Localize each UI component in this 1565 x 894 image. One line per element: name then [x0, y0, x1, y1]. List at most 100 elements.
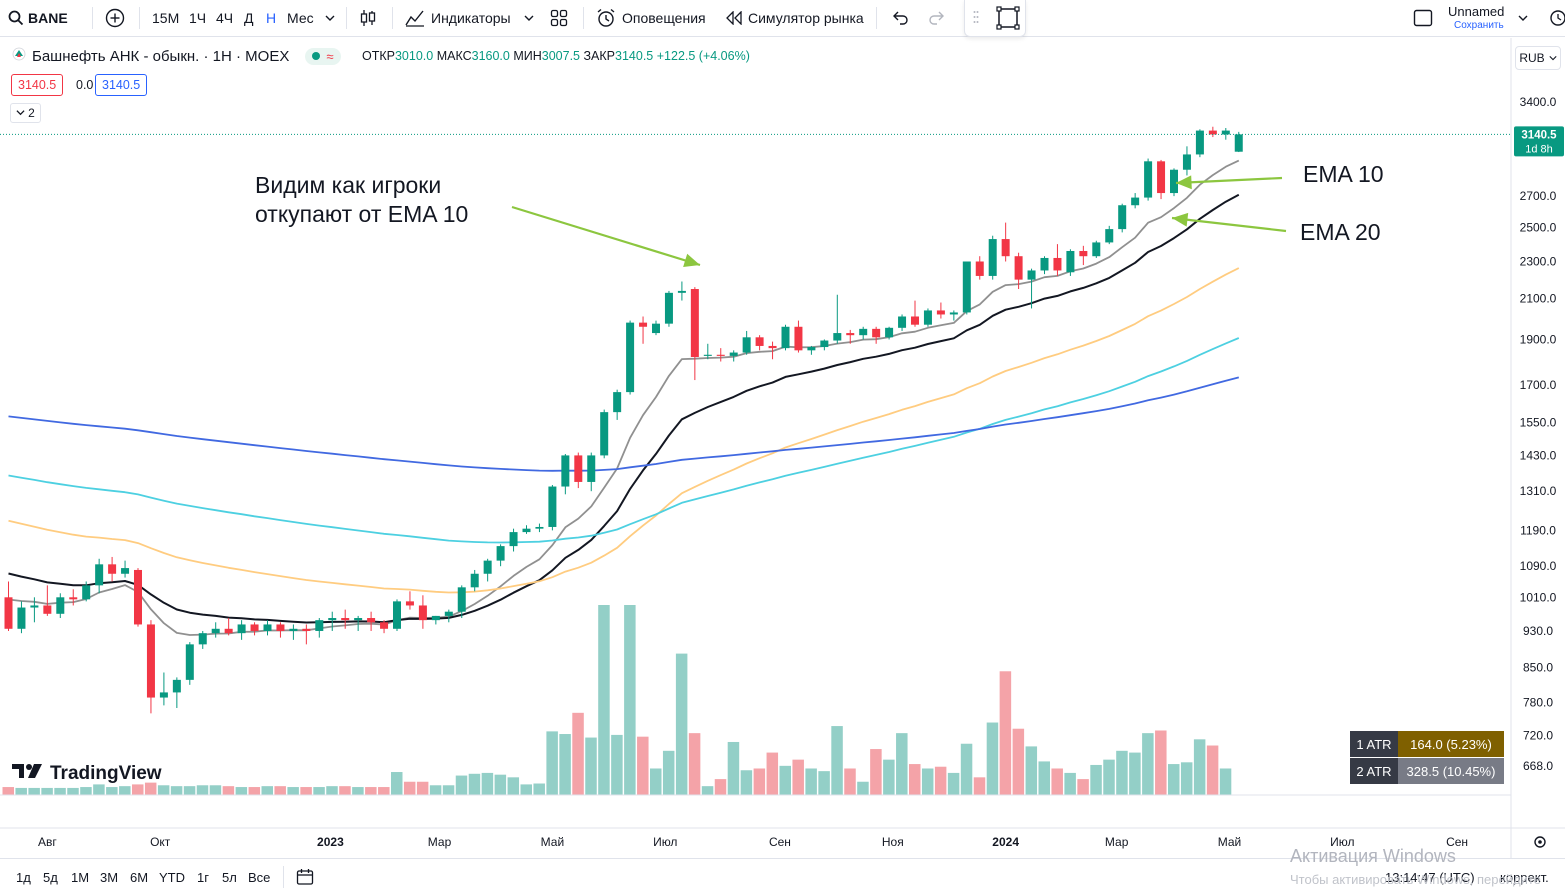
range-3m[interactable]: 3М — [100, 870, 119, 885]
price-tick-label: 1550.0 — [1520, 416, 1557, 430]
quick-search-button[interactable] — [1549, 0, 1565, 36]
redo-button[interactable] — [928, 0, 946, 36]
candle-body — [898, 316, 907, 328]
layout-name[interactable]: Unnamed — [1448, 4, 1505, 19]
adjustment-toggle[interactable]: коррект. — [1500, 870, 1549, 885]
time-tick-label: 2023 — [317, 835, 344, 849]
volume-bar — [326, 786, 338, 795]
range-1d[interactable]: 1д — [16, 870, 31, 885]
interval-1h[interactable]: 1Ч — [189, 10, 207, 26]
interval-day[interactable]: Д — [244, 10, 254, 26]
templates-button[interactable] — [550, 0, 568, 36]
candle-body — [962, 261, 971, 313]
countdown-label: 1d 8h — [1525, 143, 1553, 155]
annotation-ema10[interactable]: EMA 10 — [1303, 161, 1384, 187]
tradingview-logo[interactable]: TradingView — [12, 762, 162, 786]
annotation-ema20[interactable]: EMA 20 — [1300, 219, 1381, 245]
candle-body — [1118, 205, 1127, 230]
chart-type-button[interactable] — [359, 0, 377, 36]
annotation-text-line2[interactable]: откупают от EMA 10 — [255, 201, 469, 227]
interval-15m[interactable]: 15М — [152, 10, 180, 26]
price-tick-label: 668.0 — [1523, 759, 1553, 773]
intervals-dropdown[interactable] — [325, 0, 335, 36]
candle-body — [496, 546, 505, 561]
candle-body — [690, 289, 699, 358]
price-axis[interactable]: 3140.5 1d 8h 3400.0 2700.0 2500.0 2300.0 2100.… — [0, 38, 1564, 858]
volume-bar — [416, 781, 429, 795]
currency-select[interactable]: RUB — [1515, 46, 1561, 70]
interval-month[interactable]: Мес — [287, 10, 314, 26]
annotation-text-line1[interactable]: Видим как игроки — [255, 172, 442, 198]
candle-body — [108, 564, 117, 574]
volume-bar — [662, 750, 675, 795]
candle-body — [509, 532, 518, 547]
candle-body — [755, 337, 764, 346]
price-chart[interactable]: 3140.5 1d 8h 3400.0 2700.0 2500.0 2300.0 2100.… — [0, 38, 1565, 858]
high-value: 3160.0 — [471, 49, 510, 63]
range-ytd[interactable]: YTD — [159, 870, 185, 885]
volume-bar — [54, 787, 66, 795]
candle-body — [405, 601, 414, 606]
layout-dropdown[interactable] — [1518, 0, 1528, 36]
atr-value: 164.0 (5.23%) — [1398, 731, 1504, 757]
volume-bar — [2, 787, 14, 795]
price-tick-label: 850.0 — [1523, 661, 1553, 675]
fullscreen-toggle[interactable] — [964, 0, 1026, 37]
range-all[interactable]: Все — [248, 870, 271, 885]
symbol-legend[interactable]: Башнефть АНК - обыкн. · 1Н · MOEX ≈ — [12, 47, 341, 65]
candle-body — [276, 624, 285, 631]
interval-week[interactable]: Н — [266, 10, 277, 26]
ema10-line — [8, 159, 1240, 636]
undo-button[interactable] — [891, 0, 909, 36]
candle-body — [1079, 250, 1088, 257]
range-6m[interactable]: 6М — [130, 870, 149, 885]
top-toolbar: BANE 15М 1Ч 4Ч Д Н Мес Индикаторы — [0, 0, 1565, 37]
price-tick-label: 2300.0 — [1520, 254, 1557, 268]
alerts-button[interactable]: Оповещения — [596, 0, 706, 36]
settings-gear-icon — [1534, 836, 1546, 848]
replay-button[interactable]: Симулятор рынка — [726, 0, 864, 36]
volume-bar — [986, 722, 999, 795]
compare-button[interactable] — [105, 0, 125, 36]
candle-body — [639, 322, 648, 327]
save-layout-link[interactable]: Сохранить — [1454, 20, 1504, 31]
volume-bar — [1142, 733, 1154, 795]
volume-bar — [844, 768, 856, 795]
price-tick-label: 930.0 — [1523, 624, 1553, 638]
volume-bar — [274, 786, 286, 795]
drag-handle-icon — [973, 10, 979, 29]
chevron-down-icon — [1518, 13, 1528, 23]
candle-body — [652, 323, 660, 334]
volume-bar — [170, 786, 183, 795]
range-1y[interactable]: 1г — [197, 870, 209, 885]
candle-body — [263, 624, 272, 631]
indicators-button[interactable]: Индикаторы — [405, 0, 511, 36]
calendar-icon[interactable] — [296, 868, 314, 891]
volume-bar — [1206, 745, 1219, 795]
market-status-badge[interactable]: ≈ — [305, 47, 341, 65]
indicators-dropdown[interactable] — [524, 0, 534, 36]
volume-bar — [896, 733, 908, 795]
candles — [4, 126, 1243, 714]
sell-price-button[interactable]: 3140.5 — [11, 74, 64, 96]
buy-price-button[interactable]: 3140.5 — [95, 74, 148, 96]
range-5y[interactable]: 5л — [222, 870, 237, 885]
volume-bar — [973, 777, 986, 795]
interval-4h[interactable]: 4Ч — [216, 10, 234, 26]
range-1m[interactable]: 1М — [71, 870, 90, 885]
layout-select-button[interactable] — [1413, 0, 1433, 36]
fullscreen-icon — [996, 6, 1020, 35]
time-axis[interactable]: Авг Окт 2023 Мар Май Июл Сен Ноя 2024 Мар Май Июл Се… — [0, 827, 1565, 849]
toolbar-divider — [92, 7, 93, 29]
candle-body — [820, 340, 829, 348]
volume-bar — [572, 712, 584, 795]
symbol-search-button[interactable]: BANE — [8, 0, 68, 36]
collapse-indicators-button[interactable]: 2 — [10, 103, 41, 123]
volume-bar — [429, 785, 442, 795]
volume-bar — [1180, 762, 1193, 795]
utc-clock[interactable]: 13:14:47 (UTC) — [1385, 870, 1475, 885]
volume-bar — [805, 768, 817, 795]
volume-bar — [585, 737, 597, 795]
range-5d[interactable]: 5д — [43, 870, 58, 885]
candle-body — [250, 624, 259, 631]
